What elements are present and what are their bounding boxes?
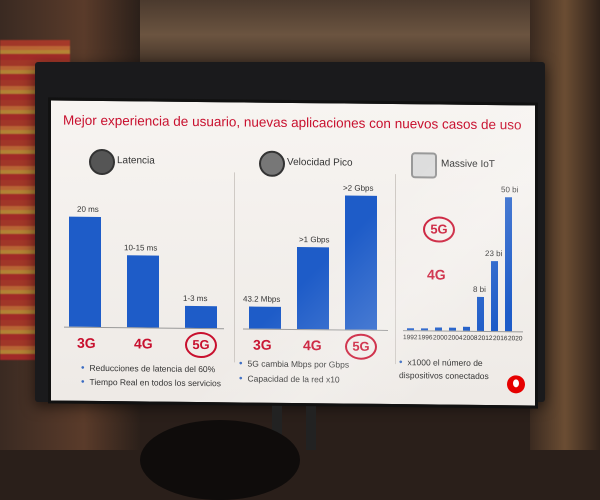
panel-divider <box>234 172 235 363</box>
iot-year: 2004 <box>448 334 463 342</box>
audience-head-silhouette <box>140 420 300 500</box>
speed-5g-bar <box>345 195 377 330</box>
vodafone-logo <box>507 375 525 394</box>
speed-5g-value: >2 Gbps <box>343 183 374 193</box>
iot-year: 2008 <box>463 334 478 342</box>
iot-bullet: x1000 el número de dispositivos conectad… <box>399 356 509 383</box>
devices-icon <box>411 152 437 179</box>
speed-4g-value: >1 Gbps <box>299 235 330 245</box>
presentation-screen: Mejor experiencia de usuario, nuevas apl… <box>48 97 538 409</box>
iot-panel: Massive IoT 5G 4G 8 bi 23 bi 50 bi 1992 … <box>401 148 529 364</box>
latency-5g-value: 1-3 ms <box>183 293 208 304</box>
monitor-stand <box>306 395 316 450</box>
speed-baseline <box>243 328 388 331</box>
latency-4g-value: 10-15 ms <box>124 243 158 253</box>
iot-year: 1996 <box>418 334 433 342</box>
speed-3g-value: 43.2 Mbps <box>243 294 281 304</box>
iot-year: 2000 <box>433 334 448 342</box>
iot-bar <box>505 197 512 332</box>
iot-year: 2020 <box>508 335 523 343</box>
iot-year: 2016 <box>493 335 508 343</box>
panel-divider <box>395 174 396 365</box>
latency-bullet: Reducciones de latencia del 60% <box>81 363 216 375</box>
iot-2020-value: 50 bi <box>501 185 519 195</box>
iot-4g-label: 4G <box>427 266 446 283</box>
speed-4g-label: 4G <box>303 337 322 354</box>
latency-bullet: Tiempo Real en todos los servicios <box>81 377 222 389</box>
speed-panel: Velocidad Pico 43.2 Mbps >1 Gbps >2 Gbps… <box>241 146 391 363</box>
speed-bullet: Capacidad de la red x10 <box>239 373 340 385</box>
iot-bar <box>491 261 498 332</box>
speed-4g-bar <box>297 247 329 330</box>
latency-title: Latencia <box>117 155 155 167</box>
latency-5g-bar <box>185 305 217 329</box>
speed-bullet: 5G cambia Mbps por Gbps <box>239 358 350 370</box>
speed-3g-label: 3G <box>253 336 272 353</box>
latency-panel: Latencia 20 ms 10-15 ms 1-3 ms 3G 4G 5G <box>59 145 229 362</box>
iot-5g-label: 5G <box>423 216 455 243</box>
iot-2012-value: 8 bi <box>473 284 486 295</box>
iot-year: 2012 <box>478 334 493 343</box>
latency-4g-bar <box>127 255 159 328</box>
iot-title: Massive IoT <box>441 158 495 171</box>
iot-bar <box>477 296 484 332</box>
speed-title: Velocidad Pico <box>287 156 353 169</box>
latency-3g-value: 20 ms <box>77 204 99 214</box>
latency-4g-label: 4G <box>134 335 153 352</box>
latency-3g-label: 3G <box>77 334 96 351</box>
iot-year: 1992 <box>403 334 418 342</box>
speed-3g-bar <box>249 306 281 329</box>
speedometer-icon <box>259 150 285 177</box>
latency-3g-bar <box>69 216 101 327</box>
latency-5g-label: 5G <box>185 331 217 359</box>
slide-title: Mejor experiencia de usuario, nuevas apl… <box>63 112 522 133</box>
monitor-stand <box>272 395 282 450</box>
stopwatch-icon <box>89 148 115 176</box>
iot-2016-value: 23 bi <box>485 249 503 259</box>
iot-baseline <box>403 330 523 333</box>
speed-5g-label: 5G <box>345 333 377 360</box>
